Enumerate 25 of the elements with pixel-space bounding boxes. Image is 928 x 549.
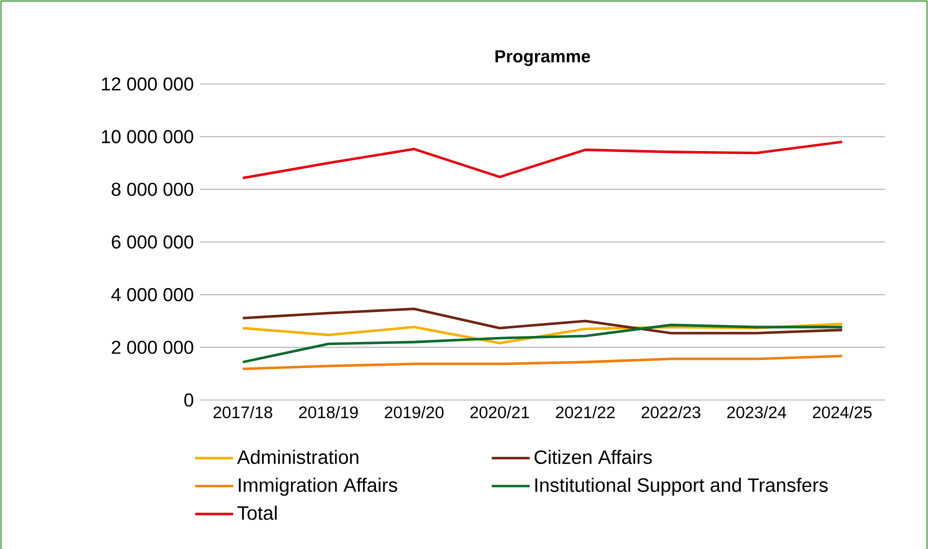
legend-label: Immigration Affairs (238, 478, 398, 496)
legend-label: Administration (237, 450, 358, 464)
y-tick-label: 6 000 000 (112, 235, 194, 249)
y-tick-label: 10 000 000 (102, 130, 194, 144)
line-series (242, 324, 844, 364)
x-tick-label: 2020/21 (470, 406, 529, 418)
x-tick-label: 2017/18 (214, 406, 272, 418)
x-tick-label: 2019/20 (384, 406, 444, 418)
legend-label: Citizen Affairs (534, 450, 652, 464)
line-series (242, 140, 844, 180)
line-series (242, 354, 844, 370)
x-tick-label: 2023/24 (727, 406, 786, 418)
y-tick-label: 4 000 000 (111, 288, 194, 302)
legend-label: Total (238, 506, 277, 520)
legend-label: Institutional Support and Transfers (535, 478, 828, 496)
line-series (242, 308, 844, 334)
x-tick-label: 2021/22 (556, 406, 615, 418)
x-tick-label: 2022/23 (642, 406, 700, 418)
x-tick-label: 2024/25 (812, 406, 872, 418)
x-tick-label: 2018/19 (299, 406, 358, 418)
y-tick-label: 2 000 000 (112, 340, 194, 354)
y-tick-label: 8 000 000 (112, 182, 194, 196)
chart-title: Programme (495, 50, 590, 66)
y-tick-label: 0 (184, 393, 194, 407)
y-tick-label: 12 000 000 (102, 77, 194, 91)
